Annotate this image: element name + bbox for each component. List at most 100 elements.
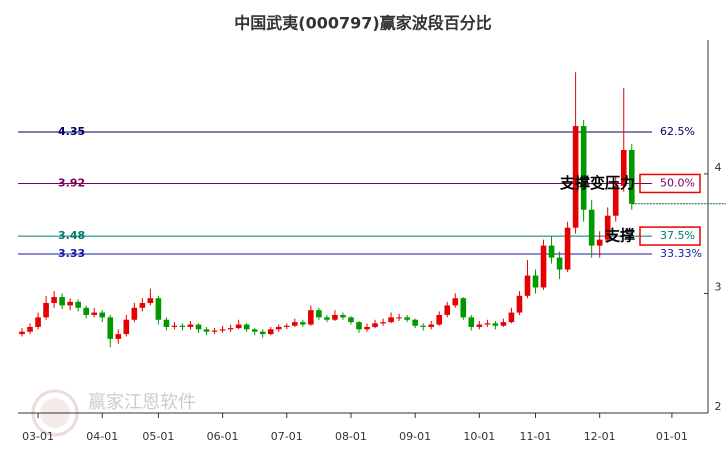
candle-body bbox=[364, 326, 370, 330]
candle-body bbox=[83, 307, 90, 315]
candle-body bbox=[476, 324, 483, 327]
candle-body bbox=[580, 126, 587, 210]
candle-body bbox=[492, 323, 499, 326]
x-tick-label: 11-01 bbox=[520, 430, 552, 443]
candle-body bbox=[283, 325, 290, 327]
candle-body bbox=[500, 322, 507, 326]
chart-title: 中国武夷(000797)赢家波段百分比 bbox=[234, 14, 491, 33]
candle-body bbox=[35, 317, 41, 327]
x-tick-label: 08-01 bbox=[335, 430, 367, 443]
candle-body bbox=[163, 319, 170, 327]
candle-body bbox=[115, 334, 122, 339]
watermark: 赢家江恩软件 bbox=[88, 391, 196, 413]
candle-body bbox=[235, 324, 242, 329]
level-box bbox=[639, 226, 701, 246]
candle-body bbox=[524, 275, 531, 296]
annotation: 支撑变压力 bbox=[559, 174, 635, 192]
candle-body bbox=[155, 298, 162, 320]
candle-body bbox=[107, 317, 114, 339]
candle-body bbox=[340, 314, 346, 318]
x-tick-label: 01-01 bbox=[656, 430, 688, 443]
x-tick-label: 09-01 bbox=[399, 430, 431, 443]
candle-body bbox=[179, 325, 186, 327]
candle-body bbox=[99, 312, 106, 318]
candle-body bbox=[259, 331, 266, 335]
candle-body bbox=[203, 329, 210, 332]
candle-body bbox=[396, 317, 402, 319]
candle-body bbox=[123, 319, 130, 335]
candle-body bbox=[436, 314, 443, 325]
candle-body bbox=[468, 317, 475, 327]
candle-body bbox=[43, 303, 49, 318]
candle-body bbox=[91, 312, 98, 315]
candle-body bbox=[275, 326, 282, 330]
candle-body bbox=[131, 307, 138, 320]
candle-body bbox=[532, 275, 539, 288]
candle-body bbox=[460, 298, 467, 318]
level-value: 3.48 bbox=[58, 229, 85, 242]
x-tick-label: 12-01 bbox=[584, 430, 616, 443]
candle-body bbox=[147, 298, 154, 304]
y-tick-label: 2 bbox=[715, 400, 722, 413]
level-label: 50.0% bbox=[660, 176, 695, 189]
candle-body bbox=[452, 298, 459, 306]
y-tick-label: 4 bbox=[715, 161, 722, 174]
candle-body bbox=[428, 324, 435, 327]
candle-body bbox=[516, 295, 523, 313]
candle-body bbox=[291, 322, 298, 326]
y-tick-label: 3 bbox=[715, 280, 722, 293]
candle-body bbox=[372, 323, 378, 327]
candle-body bbox=[75, 301, 81, 308]
candle-body bbox=[628, 149, 635, 204]
candle-body bbox=[187, 324, 194, 327]
candle-body bbox=[412, 319, 418, 326]
candle-body bbox=[171, 325, 178, 327]
candle-body bbox=[19, 331, 25, 335]
candle-body bbox=[211, 330, 218, 332]
candle-body bbox=[508, 312, 515, 323]
candle-body bbox=[308, 310, 314, 325]
candle-body bbox=[219, 329, 226, 331]
candle-body bbox=[195, 324, 202, 330]
candle-body bbox=[444, 305, 451, 315]
level-label: 37.5% bbox=[660, 229, 695, 242]
level-value: 3.33 bbox=[58, 247, 85, 260]
level-label: 62.5% bbox=[660, 125, 695, 138]
x-tick-label: 05-01 bbox=[142, 430, 174, 443]
candle-body bbox=[316, 310, 322, 318]
candle-body bbox=[420, 325, 426, 327]
candle-body bbox=[612, 185, 619, 216]
candle-body bbox=[27, 326, 33, 332]
candle-body bbox=[267, 329, 274, 335]
x-tick-label: 04-01 bbox=[86, 430, 118, 443]
candle-body bbox=[348, 317, 354, 323]
level-box bbox=[639, 173, 701, 194]
candle-body bbox=[67, 301, 73, 306]
candle-body bbox=[380, 322, 386, 324]
candle-body bbox=[596, 239, 603, 246]
candle-body bbox=[572, 126, 579, 228]
candle-body bbox=[388, 317, 394, 323]
candle-body bbox=[604, 215, 611, 240]
candle-body bbox=[404, 317, 410, 320]
candle-body bbox=[540, 245, 547, 288]
candle-body bbox=[243, 324, 250, 330]
candle-body bbox=[556, 257, 563, 270]
x-tick-label: 10-01 bbox=[463, 430, 495, 443]
candle-body bbox=[139, 303, 146, 308]
candle-body bbox=[51, 297, 57, 304]
candle-body bbox=[251, 329, 258, 332]
level-value: 4.35 bbox=[58, 125, 85, 138]
candle-body bbox=[324, 317, 330, 320]
x-tick-label: 03-01 bbox=[22, 430, 54, 443]
x-tick-label: 07-01 bbox=[271, 430, 303, 443]
candle-body bbox=[564, 227, 571, 270]
annotation: 支撑 bbox=[604, 227, 635, 245]
candle-body bbox=[300, 322, 306, 325]
candle-body bbox=[620, 149, 627, 186]
candle-body bbox=[356, 322, 362, 330]
candle-body bbox=[332, 314, 338, 320]
candle-body bbox=[548, 245, 555, 258]
candle-body bbox=[227, 328, 234, 330]
